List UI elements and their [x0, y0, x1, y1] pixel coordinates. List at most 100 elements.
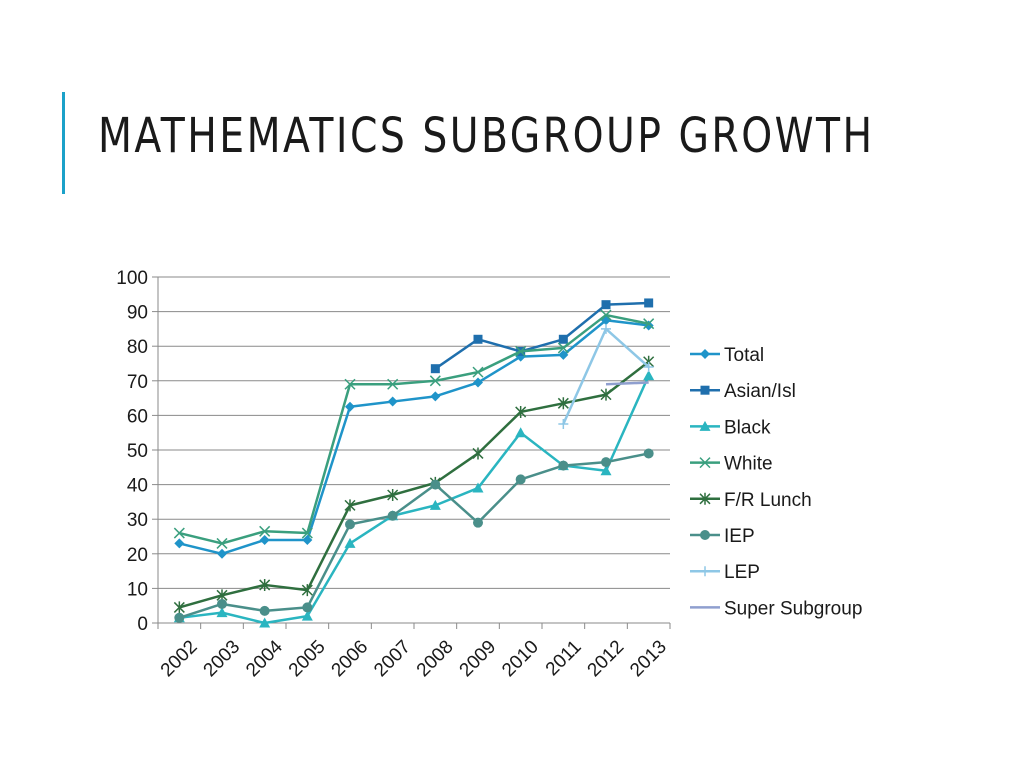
x-tick-label: 2007 — [370, 636, 415, 681]
data-point — [259, 617, 271, 628]
x-tick-label: 2005 — [285, 636, 330, 681]
series-line-super-subgroup — [605, 381, 649, 386]
series-line-total — [179, 319, 649, 556]
data-point — [174, 538, 185, 549]
data-point — [601, 323, 611, 334]
data-point — [473, 517, 483, 528]
legend-label: Black — [724, 417, 771, 438]
data-point — [700, 566, 710, 577]
data-point — [259, 525, 271, 537]
slide-title: MATHEMATICS SUBGROUP GROWTH — [98, 108, 875, 164]
y-tick-label: 70 — [127, 372, 148, 393]
data-point — [429, 499, 441, 510]
data-point — [515, 345, 527, 357]
data-point — [259, 578, 271, 591]
data-point — [558, 460, 569, 471]
y-tick-label: 90 — [127, 303, 148, 324]
data-point — [302, 602, 313, 613]
series-white — [173, 309, 655, 549]
y-tick-label: 80 — [127, 337, 148, 358]
title-accent-bar — [62, 92, 65, 194]
series-super-subgroup — [605, 381, 649, 386]
legend-item-f-r-lunch: F/R Lunch — [690, 490, 812, 511]
data-point — [217, 598, 227, 609]
series-line-asian-isl — [434, 301, 649, 370]
data-point — [472, 482, 484, 493]
data-point — [302, 534, 313, 545]
data-point — [301, 584, 313, 597]
data-point — [600, 388, 612, 401]
data-point — [173, 601, 185, 614]
y-tick-label: 30 — [127, 510, 148, 531]
x-tick-label: 2004 — [242, 636, 287, 681]
series-asian-isl — [430, 298, 654, 374]
data-point — [643, 361, 654, 372]
x-tick-label: 2008 — [413, 636, 458, 681]
legend-label: White — [724, 454, 773, 475]
data-point — [600, 309, 612, 321]
legend-label: LEP — [724, 562, 760, 583]
data-point — [472, 366, 484, 378]
data-point — [558, 349, 569, 360]
data-point — [700, 530, 710, 540]
data-point — [644, 298, 654, 308]
legend-item-super-subgroup: Super Subgroup — [690, 598, 862, 619]
legend-item-asian-isl: Asian/Isl — [690, 381, 796, 402]
y-tick-label: 60 — [127, 406, 148, 427]
data-point — [301, 527, 313, 539]
data-point — [345, 519, 355, 530]
data-point — [515, 474, 526, 485]
data-point — [345, 401, 355, 412]
legend-label: Asian/Isl — [724, 381, 796, 402]
data-point — [429, 375, 441, 387]
x-tick-label: 2011 — [542, 636, 586, 680]
data-point — [515, 405, 527, 418]
data-point — [601, 300, 611, 310]
series-f-r-lunch — [173, 355, 655, 614]
data-point — [557, 397, 569, 410]
y-tick-label: 0 — [137, 614, 148, 635]
y-tick-label: 40 — [127, 476, 148, 497]
data-point — [699, 457, 711, 469]
data-point — [558, 334, 568, 344]
x-tick-label: 2002 — [157, 636, 202, 681]
x-tick-label: 2003 — [200, 636, 245, 681]
data-point — [601, 457, 611, 468]
data-point — [430, 391, 441, 402]
legend-item-total: Total — [690, 345, 764, 366]
data-point — [700, 385, 710, 395]
series-line-black — [179, 375, 650, 625]
x-tick-label: 2010 — [498, 636, 543, 681]
x-tick-label: 2013 — [626, 636, 671, 681]
legend-item-black: Black — [690, 417, 771, 438]
data-point — [558, 419, 569, 430]
data-point — [173, 527, 185, 539]
legend-label: Super Subgroup — [724, 598, 862, 619]
x-tick-label: 2012 — [584, 636, 629, 681]
x-tick-label: 2009 — [456, 636, 501, 681]
data-point — [259, 534, 270, 545]
data-point — [344, 378, 356, 390]
data-point — [387, 510, 398, 521]
data-point — [699, 420, 711, 431]
y-tick-label: 100 — [116, 268, 148, 289]
legend-label: Total — [724, 345, 764, 366]
legend-label: F/R Lunch — [724, 490, 812, 511]
data-point — [515, 427, 527, 438]
data-point — [700, 349, 710, 359]
series-line-white — [179, 313, 649, 545]
series-line-f-r-lunch — [178, 360, 650, 609]
data-point — [430, 479, 441, 490]
data-point — [473, 334, 483, 344]
series-line-iep — [178, 452, 649, 619]
data-point — [600, 465, 612, 476]
data-point — [643, 318, 655, 330]
y-tick-label: 20 — [127, 545, 148, 566]
data-point — [259, 605, 270, 616]
legend-item-white: White — [690, 454, 773, 475]
data-point — [699, 492, 711, 505]
data-point — [473, 377, 483, 388]
legend-label: IEP — [724, 526, 755, 547]
data-point — [430, 364, 440, 374]
data-point — [387, 378, 399, 390]
